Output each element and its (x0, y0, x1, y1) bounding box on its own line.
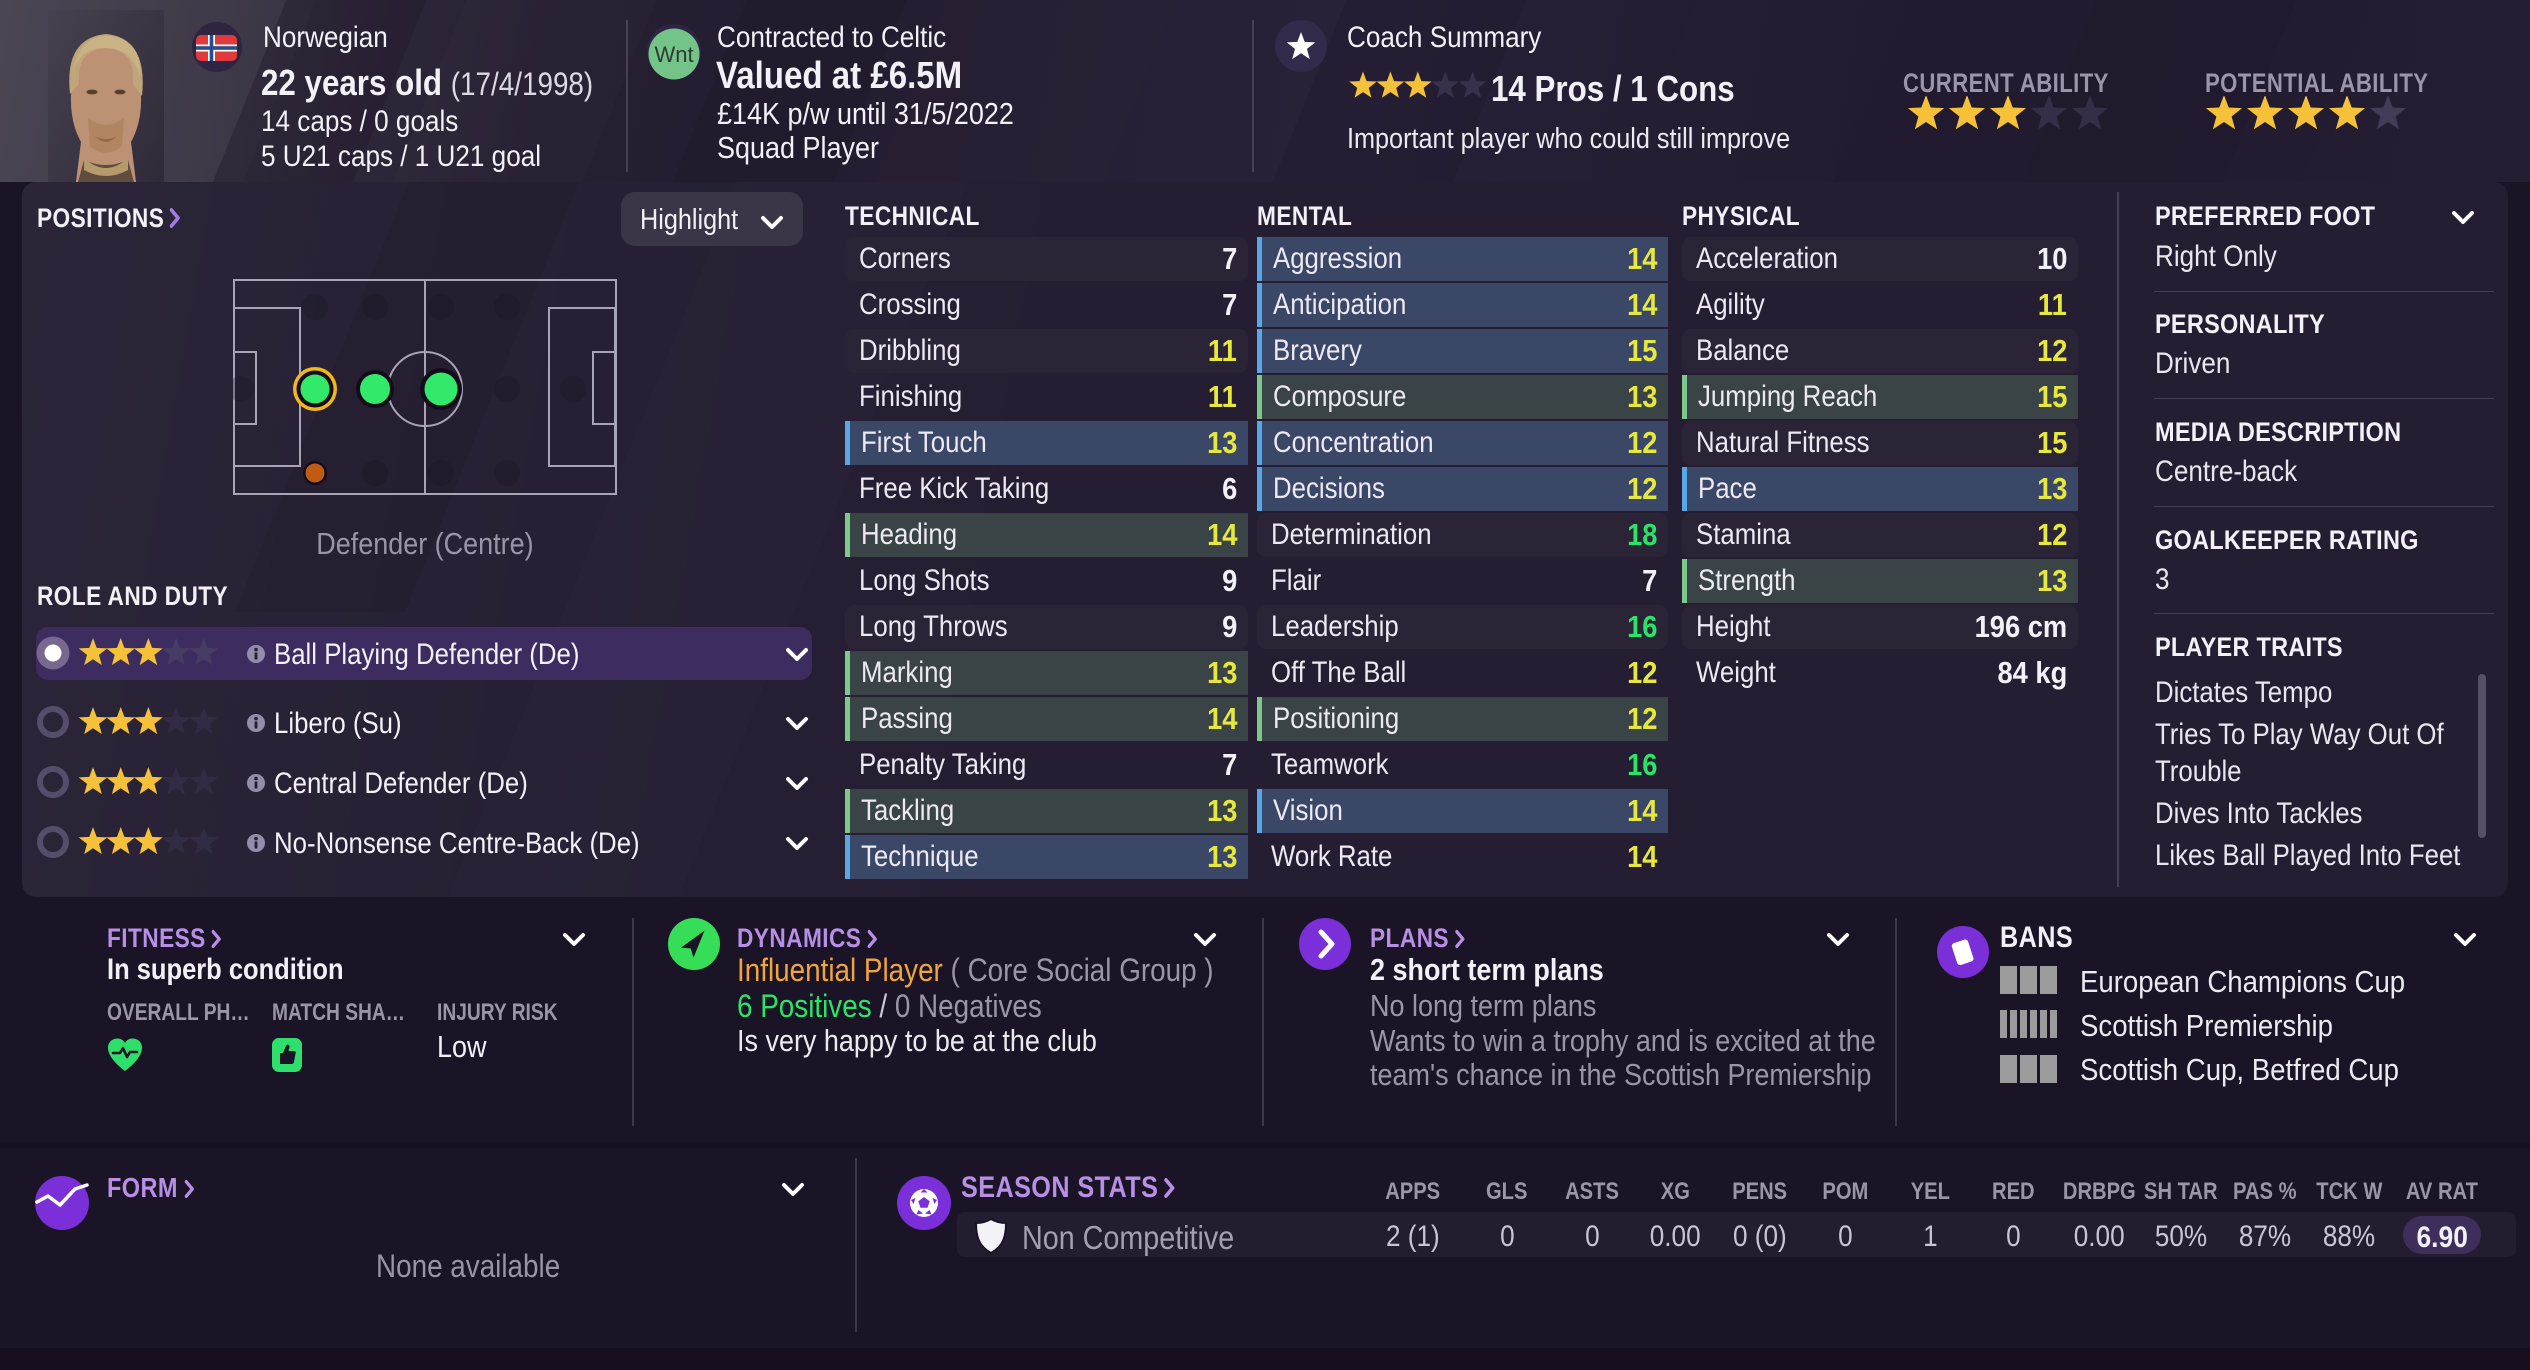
svg-text:Wnt: Wnt (654, 42, 693, 67)
